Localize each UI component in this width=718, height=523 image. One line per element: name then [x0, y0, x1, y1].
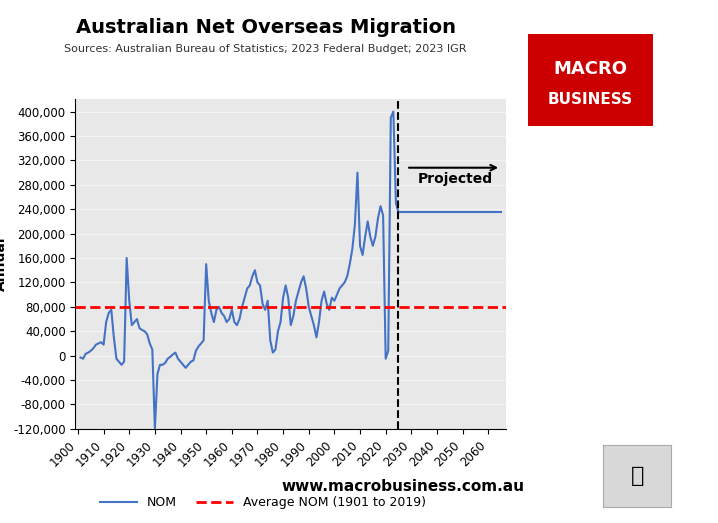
Text: Projected: Projected — [417, 172, 493, 186]
Text: www.macrobusiness.com.au: www.macrobusiness.com.au — [281, 479, 524, 494]
Text: BUSINESS: BUSINESS — [548, 93, 633, 107]
Legend: NOM, Average NOM (1901 to 2019): NOM, Average NOM (1901 to 2019) — [95, 491, 432, 514]
Text: Sources: Australian Bureau of Statistics; 2023 Federal Budget; 2023 IGR: Sources: Australian Bureau of Statistics… — [65, 44, 467, 54]
Y-axis label: Annual: Annual — [0, 237, 7, 291]
Text: 🐺: 🐺 — [630, 466, 644, 486]
Text: MACRO: MACRO — [554, 60, 628, 78]
Text: Australian Net Overseas Migration: Australian Net Overseas Migration — [75, 18, 456, 37]
